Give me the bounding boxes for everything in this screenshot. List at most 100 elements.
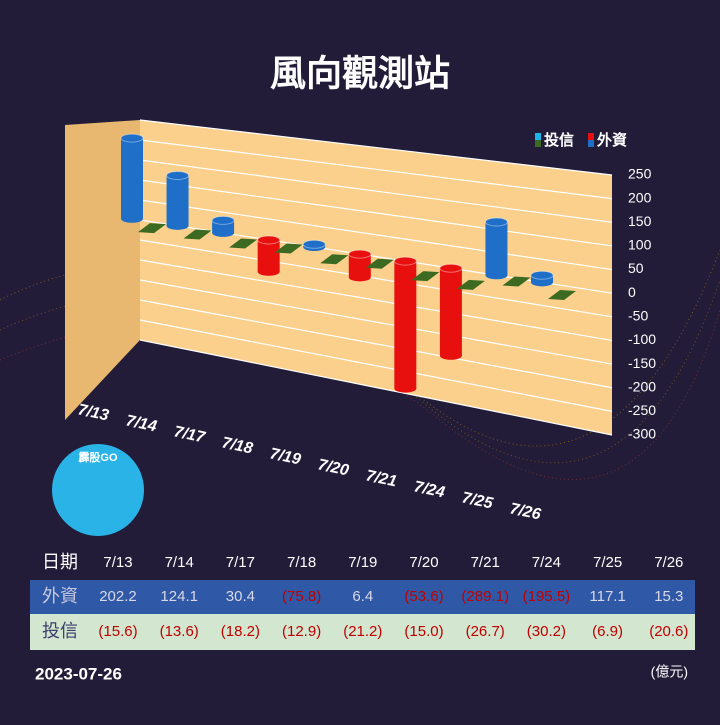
bar (121, 138, 143, 219)
bar (257, 239, 280, 272)
bar-cap (484, 217, 508, 227)
diamond-mark (411, 271, 440, 282)
bar (348, 254, 371, 278)
bar-cap (530, 270, 554, 280)
grid-line (139, 259, 613, 342)
table-row-label: 投信 (42, 621, 78, 641)
table-cell: (195.5) (523, 588, 571, 605)
table-cell: 15.3 (654, 588, 683, 605)
grid-line (139, 319, 613, 412)
table-date: 7/25 (593, 554, 622, 571)
y-tick-label: -100 (628, 331, 656, 347)
bar-cap (393, 256, 417, 266)
bar-cap (531, 278, 553, 287)
diamond-mark (502, 276, 531, 287)
diamond-mark (274, 243, 303, 254)
table-date: 7/19 (348, 554, 377, 571)
table-date: 7/14 (165, 554, 194, 571)
bar (485, 221, 508, 276)
x-tick-label: 7/17 (172, 423, 207, 446)
x-tick-label: 7/19 (268, 445, 302, 468)
diamond-mark (456, 279, 485, 290)
x-tick-label: 7/24 (412, 478, 446, 501)
bar-cap (257, 267, 280, 276)
table-row-label: 外資 (42, 586, 78, 606)
y-tick-label: 200 (628, 189, 652, 205)
table-cell: 6.4 (352, 588, 373, 605)
table-cell: (75.8) (282, 588, 321, 605)
y-tick-label: 100 (628, 237, 652, 253)
bar-cap (394, 384, 417, 393)
unit: (億元) (651, 664, 688, 680)
table-cell: (13.6) (160, 623, 199, 640)
table-cell: (30.2) (527, 623, 566, 640)
y-tick-label: 150 (628, 213, 652, 229)
diamond-mark (548, 290, 576, 301)
grid-line (139, 299, 613, 389)
legend-swatch (588, 133, 594, 140)
table-date: 7/17 (226, 554, 255, 571)
table-cell: (18.2) (221, 623, 260, 640)
table-header: 日期 (42, 552, 78, 572)
bar-cap (348, 273, 371, 282)
bar-cap (120, 133, 144, 143)
legend-swatch (535, 133, 541, 140)
table-row (30, 614, 695, 650)
table-cell: (12.9) (282, 623, 321, 640)
y-tick-label: -300 (628, 426, 656, 442)
table-cell: (289.1) (461, 588, 509, 605)
table-cell: 124.1 (160, 588, 198, 605)
grid-line (139, 119, 613, 176)
bar-cap (485, 271, 508, 280)
diamond-mark (138, 223, 166, 234)
bar-cap (212, 228, 235, 237)
y-tick-label: 250 (628, 166, 652, 182)
bar-cap (348, 249, 372, 259)
back-wall (140, 120, 612, 435)
diamond-mark (320, 254, 349, 265)
table-date: 7/20 (409, 554, 438, 571)
table-cell: (20.6) (649, 623, 688, 640)
diamond-mark (365, 258, 394, 269)
legend-label: 外資 (596, 131, 627, 149)
grid-line (139, 339, 613, 436)
table-cell: (21.2) (343, 623, 382, 640)
legend-label: 投信 (544, 131, 574, 149)
bar-cap (211, 215, 235, 225)
table-date: 7/21 (471, 554, 500, 571)
diamond-mark (229, 238, 258, 249)
legend-swatch (535, 140, 541, 147)
table-date: 7/26 (654, 554, 683, 571)
table-cell: 117.1 (589, 588, 625, 605)
y-tick-label: -250 (628, 402, 656, 418)
logo-text: 霹股GO (78, 451, 118, 464)
x-tick-label: 7/13 (76, 401, 110, 424)
table-cell: (6.9) (592, 623, 623, 640)
table-cell: (26.7) (466, 623, 505, 640)
y-tick-label: 50 (628, 260, 644, 276)
bar-cap (302, 239, 326, 249)
bar-cap (439, 351, 462, 360)
grid-line (139, 199, 613, 271)
table-cell: (15.0) (404, 623, 443, 640)
grid-line (139, 239, 613, 318)
table-date: 7/24 (532, 554, 561, 571)
table-row (30, 580, 695, 614)
x-tick-label: 7/20 (316, 456, 350, 479)
bar (394, 261, 417, 389)
table-cell: 30.4 (226, 588, 255, 605)
x-tick-label: 7/14 (124, 412, 158, 435)
x-tick-label: 7/18 (220, 434, 254, 457)
bar (166, 175, 189, 226)
diamond-mark (183, 229, 212, 240)
table-date: 7/18 (287, 554, 316, 571)
logo (52, 444, 144, 536)
x-tick-label: 7/21 (364, 467, 398, 490)
legend-swatch (588, 140, 594, 147)
x-tick-label: 7/25 (460, 489, 495, 512)
bar-cap (166, 221, 189, 230)
table-date: 7/13 (103, 554, 132, 571)
bar-cap (257, 235, 281, 245)
bar-cap (121, 214, 143, 223)
